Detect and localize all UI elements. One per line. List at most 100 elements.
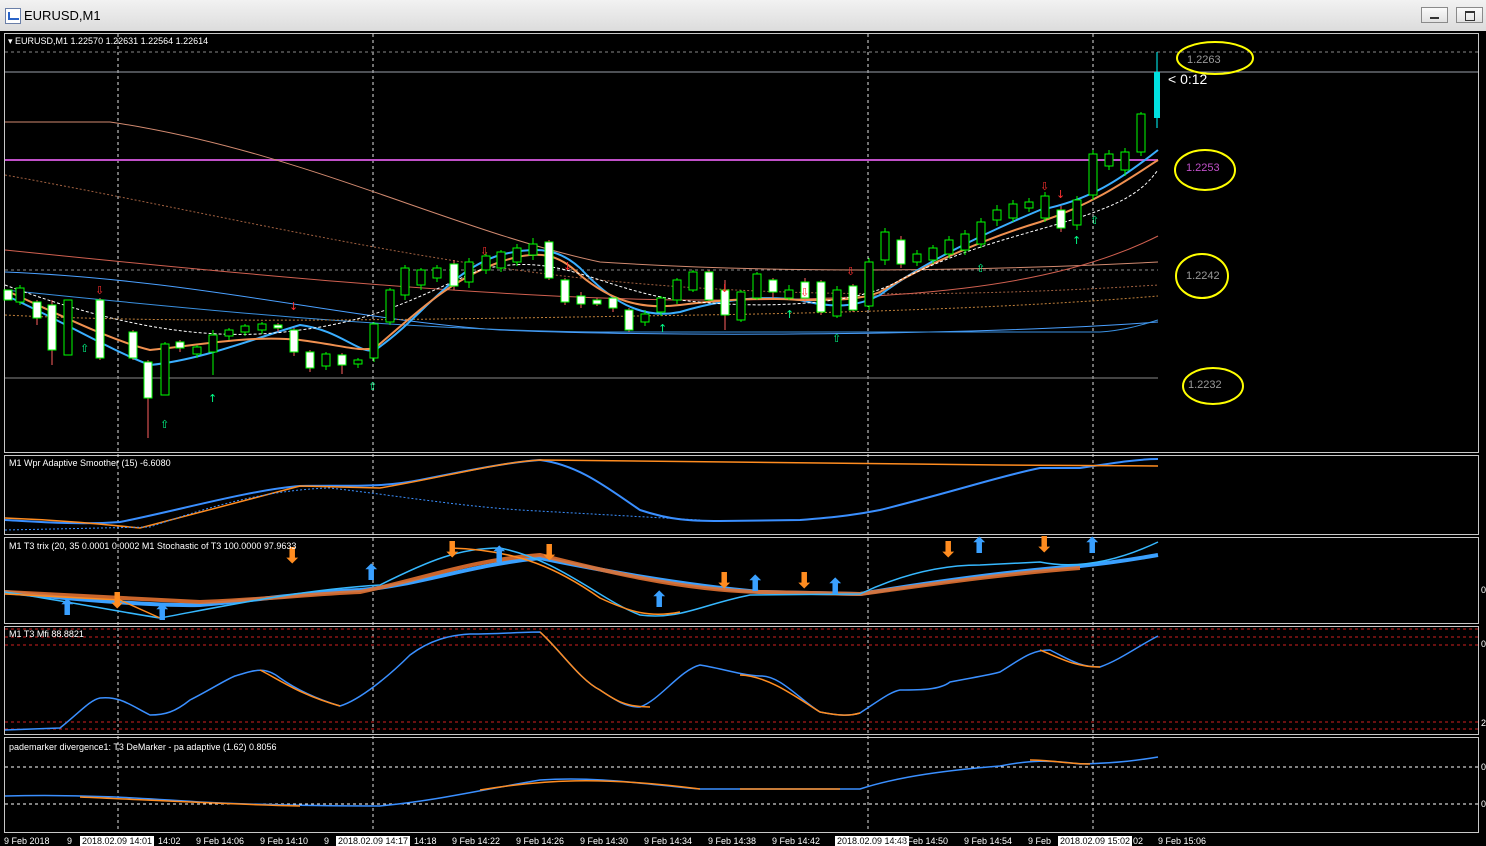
candle-body xyxy=(95,299,105,359)
maximize-button[interactable] xyxy=(1456,7,1483,23)
candle-body xyxy=(800,281,810,299)
candle-body xyxy=(912,253,922,263)
time-axis-label: 9 Feb xyxy=(1028,836,1052,846)
candle-body xyxy=(608,297,618,309)
candle-body xyxy=(640,313,650,323)
svg-text:⬆: ⬆ xyxy=(826,575,844,600)
time-axis-label: 02 xyxy=(1133,836,1144,846)
candle-body xyxy=(880,231,890,261)
candle-body xyxy=(432,267,442,279)
time-axis-label: 2018.02.09 14:17 xyxy=(336,836,411,846)
svg-text:⇧: ⇧ xyxy=(160,418,169,431)
candle-body xyxy=(305,351,315,369)
time-axis-label: 9 Feb 14:50 xyxy=(900,836,949,846)
candle-body xyxy=(592,299,602,305)
time-axis-label: 9 xyxy=(67,836,73,846)
price-label-4: 1.2232 xyxy=(1188,379,1222,391)
price-label-1: 1.2263 xyxy=(1187,54,1221,66)
time-axis-label: 9 Feb 14:26 xyxy=(516,836,565,846)
candle-body xyxy=(928,247,938,261)
candle-body xyxy=(720,289,730,316)
candle-body xyxy=(1104,153,1114,167)
candle-body xyxy=(1056,209,1066,229)
price-label-2: 1.2253 xyxy=(1186,162,1220,174)
time-axis-label: 9 xyxy=(324,836,330,846)
svg-text:⬇: ⬇ xyxy=(443,538,461,563)
candle-body xyxy=(768,279,778,293)
svg-text:⇧: ⇧ xyxy=(80,342,89,355)
svg-text:⬆: ⬆ xyxy=(58,596,76,621)
time-axis-label: 9 Feb 14:22 xyxy=(452,836,501,846)
time-axis-label: 9 Feb 14:42 xyxy=(772,836,821,846)
candle-body xyxy=(1120,151,1130,171)
svg-text:⬇: ⬇ xyxy=(540,541,558,566)
candle-body xyxy=(481,255,491,271)
candle-body xyxy=(385,289,395,323)
candle-body xyxy=(1024,201,1034,209)
trix-pane[interactable] xyxy=(4,537,1479,624)
svg-text:↓: ↓ xyxy=(720,282,729,295)
candle-body xyxy=(528,243,538,256)
candle-body xyxy=(1040,195,1050,219)
candle-body xyxy=(1088,153,1098,196)
svg-text:⬇: ⬇ xyxy=(1035,533,1053,558)
minimize-button[interactable] xyxy=(1421,7,1448,23)
svg-text:⇩: ⇩ xyxy=(800,286,809,299)
candle-body xyxy=(816,281,826,313)
candle-body xyxy=(896,239,906,265)
svg-text:⬆: ⬆ xyxy=(153,601,171,626)
chart-area[interactable] xyxy=(0,31,1486,846)
svg-text:↓: ↓ xyxy=(1056,188,1065,201)
svg-text:⇩: ⇩ xyxy=(846,265,855,278)
candle-body xyxy=(944,239,954,255)
candle-body xyxy=(688,271,698,291)
wpr-pane-label: M1 Wpr Adaptive Smoother (15) -6.6080 xyxy=(9,458,171,468)
mfi-side-value: 0 xyxy=(1481,639,1486,649)
time-axis-label: 9 Feb 14:34 xyxy=(644,836,693,846)
time-axis-label: 14:02 xyxy=(158,836,181,846)
pane-collapse-icon[interactable]: ▾ xyxy=(8,36,16,46)
candle-body xyxy=(832,289,842,317)
candle-timer: < 0:12 xyxy=(1168,71,1208,87)
mfi-pane[interactable] xyxy=(4,626,1479,735)
main-pane-header: ▾ EURUSD,M1 1.22570 1.22631 1.22564 1.22… xyxy=(8,36,208,47)
candle-body xyxy=(1136,113,1146,153)
demarker-side-value-high: 0 xyxy=(1481,762,1486,772)
candle-body xyxy=(464,261,474,283)
svg-text:⬆: ⬆ xyxy=(362,561,380,586)
candle-body xyxy=(240,325,250,333)
candle-body xyxy=(143,361,153,399)
candle-body xyxy=(224,329,234,337)
candle-body xyxy=(864,261,874,307)
main-pane-header-text: EURUSD,M1 1.22570 1.22631 1.22564 1.2261… xyxy=(15,36,209,46)
svg-text:⬆: ⬆ xyxy=(490,543,508,568)
svg-text:↓: ↓ xyxy=(289,300,298,313)
time-axis-label: 9 Feb 14:30 xyxy=(580,836,629,846)
candle-body xyxy=(3,289,13,301)
time-axis-label: 14:18 xyxy=(414,836,437,846)
wpr-pane[interactable] xyxy=(4,455,1479,535)
svg-text:⬆: ⬆ xyxy=(970,534,988,559)
time-axis-label: 9 Feb 2018 xyxy=(4,836,50,846)
candle-body xyxy=(1008,203,1018,219)
candle-body xyxy=(175,341,185,349)
time-axis-label: 9 Feb 15:06 xyxy=(1158,836,1207,846)
svg-text:↓: ↓ xyxy=(563,260,572,273)
time-axis-label: 2018.02.09 14:48 xyxy=(835,836,910,846)
mfi-side-value-low: 2 xyxy=(1481,718,1486,728)
candle-body xyxy=(128,331,138,359)
svg-text:⇧: ⇧ xyxy=(832,332,841,345)
demarker-pane[interactable] xyxy=(4,737,1479,833)
main-price-pane[interactable] xyxy=(4,33,1479,453)
svg-text:⬇: ⬇ xyxy=(795,569,813,594)
candle-body xyxy=(848,285,858,311)
candle-body xyxy=(992,209,1002,221)
candle-body xyxy=(208,334,218,353)
candle-body xyxy=(784,289,794,299)
candle-body xyxy=(353,359,363,365)
demarker-pane-label: pademarker divergence1: T3 DeMarker - pa… xyxy=(9,742,277,752)
time-axis-label: 9 Feb 14:54 xyxy=(964,836,1013,846)
price-label-3: 1.2242 xyxy=(1186,270,1220,282)
trix-side-value: 0 xyxy=(1481,585,1486,595)
